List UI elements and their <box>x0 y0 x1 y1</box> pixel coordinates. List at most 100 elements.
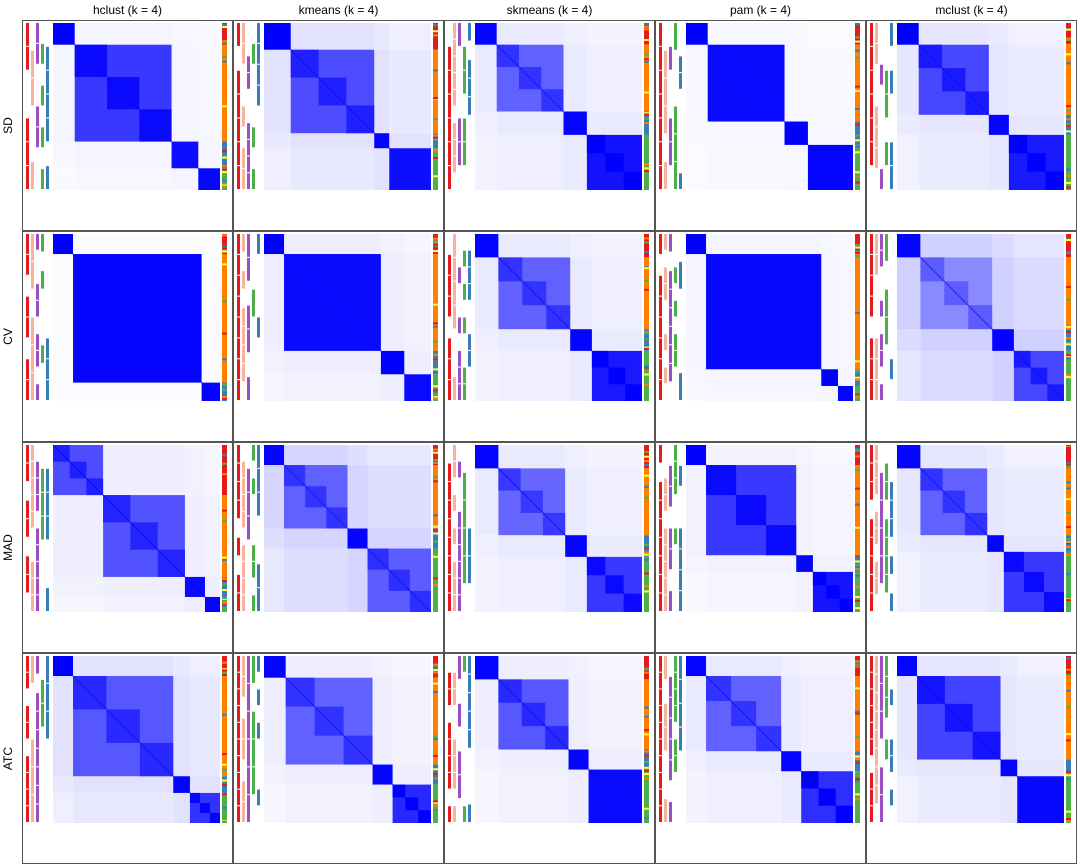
annotation-stripe-segment <box>448 338 451 359</box>
class-stripe-segment <box>433 677 438 765</box>
class-stripe-segment <box>855 771 860 823</box>
annotation-stripe-segment <box>870 593 873 611</box>
class-stripe-speckle <box>1066 820 1071 823</box>
annotation-stripe-segment <box>659 574 662 593</box>
class-stripe-speckle <box>644 816 649 819</box>
annotation-stripe-segment <box>448 672 451 689</box>
class-stripe-speckle <box>855 360 860 363</box>
annotation-stripe-segment <box>890 556 893 574</box>
class-stripe-segment <box>433 49 438 134</box>
annotation-stripe-segment <box>669 234 672 252</box>
annotation-stripe-segment <box>453 672 456 689</box>
off-diagonal-cell <box>404 234 431 255</box>
annotation-stripe-segment <box>237 482 240 500</box>
annotation-stripe-segment <box>870 359 873 380</box>
annotation-stripe-segment <box>448 142 451 166</box>
class-stripe-speckle <box>855 793 860 796</box>
off-diagonal-cell <box>707 121 785 145</box>
annotation-stripe-segment <box>453 561 456 578</box>
annotation-stripe-segment <box>26 806 29 822</box>
class-stripe-speckle <box>855 579 860 582</box>
annotation-stripe-segment <box>875 656 878 674</box>
annotation-stripe-segment <box>669 591 672 611</box>
class-stripe-segment <box>644 234 649 258</box>
annotation-stripe-segment <box>463 384 466 400</box>
diagonal-line <box>52 233 221 402</box>
annotation-stripe-segment <box>448 482 451 500</box>
annotation-stripe-segment <box>669 118 672 142</box>
class-stripe-speckle <box>433 800 438 803</box>
panel-atc-4 <box>866 653 1077 864</box>
annotation-stripe-segment <box>659 359 662 380</box>
class-stripe-speckle <box>855 246 860 249</box>
off-diagonal-cell <box>987 551 1004 612</box>
off-diagonal-cell <box>74 168 172 190</box>
off-diagonal-cell <box>198 23 220 45</box>
class-stripe-speckle <box>1066 251 1071 254</box>
class-stripe-speckle <box>433 41 438 44</box>
class-stripe-speckle <box>855 501 860 504</box>
annotation-stripe-segment <box>463 500 466 528</box>
annotation-stripe-segment <box>26 359 29 380</box>
annotation-stripe-segment <box>31 373 34 400</box>
class-stripe-speckle <box>1066 186 1071 189</box>
class-stripe-speckle <box>1066 498 1071 501</box>
annotation-stripe-segment <box>242 169 245 189</box>
class-stripe-speckle <box>433 140 438 143</box>
off-diagonal-cell <box>173 792 190 823</box>
class-stripe-segment <box>222 382 227 401</box>
annotation-stripe-segment <box>36 43 39 64</box>
off-diagonal-cell <box>204 445 220 496</box>
annotation-stripe-segment <box>252 169 255 189</box>
annotation-stripe-segment <box>870 806 873 822</box>
class-stripe-segment <box>855 571 860 612</box>
class-stripe-speckle <box>433 69 438 72</box>
annotation-stripe-segment <box>458 775 461 799</box>
off-diagonal-cell <box>837 369 853 386</box>
class-stripe-segment <box>1066 776 1071 823</box>
off-diagonal-cell <box>706 771 782 823</box>
off-diagonal-cell <box>918 114 989 135</box>
panel-mad-2 <box>444 442 655 653</box>
class-stripe-speckle <box>433 303 438 306</box>
class-stripe-speckle <box>644 117 649 120</box>
class-stripe-speckle <box>855 607 860 610</box>
annotation-stripe-segment <box>664 284 667 300</box>
annotation-stripe-segment <box>237 772 240 789</box>
row-label-cv: CV <box>1 328 15 345</box>
annotation-stripe-segment <box>242 561 245 578</box>
class-stripe-speckle <box>433 368 438 371</box>
class-stripe-speckle <box>222 277 227 280</box>
annotation-stripe-segment <box>237 722 240 739</box>
off-diagonal-cell <box>784 144 808 190</box>
annotation-stripe-segment <box>252 595 255 611</box>
class-stripe-speckle <box>1066 771 1071 774</box>
annotation-stripe-segment <box>880 472 883 500</box>
annotation-stripe-segment <box>36 284 39 300</box>
off-diagonal-cell <box>821 234 838 255</box>
class-stripe-speckle <box>1066 28 1071 31</box>
class-stripe-speckle <box>1066 689 1071 692</box>
column-title-1: kmeans (k = 4) <box>299 3 379 17</box>
class-stripe-speckle <box>644 345 649 348</box>
annotation-stripe-segment <box>242 739 245 760</box>
annotation-stripe-segment <box>257 23 260 43</box>
class-stripe-segment <box>222 656 227 677</box>
annotation-stripe-segment <box>468 730 471 748</box>
annotation-stripe-segment <box>36 545 39 561</box>
panel-border <box>233 442 444 653</box>
panel-mad-4 <box>866 442 1077 653</box>
class-stripe-speckle <box>433 555 438 558</box>
annotation-stripe-segment <box>448 380 451 400</box>
annotation-stripe-segment <box>252 127 255 148</box>
annotation-stripe-segment <box>36 578 39 595</box>
class-stripe-speckle <box>222 300 227 303</box>
annotation-stripe-segment <box>448 118 451 142</box>
diagonal-line <box>896 233 1065 402</box>
class-stripe-speckle <box>855 151 860 154</box>
class-stripe-speckle <box>1066 53 1071 56</box>
class-stripe-speckle <box>222 462 227 465</box>
class-stripe-speckle <box>433 30 438 33</box>
annotation-stripe-segment <box>31 445 34 461</box>
